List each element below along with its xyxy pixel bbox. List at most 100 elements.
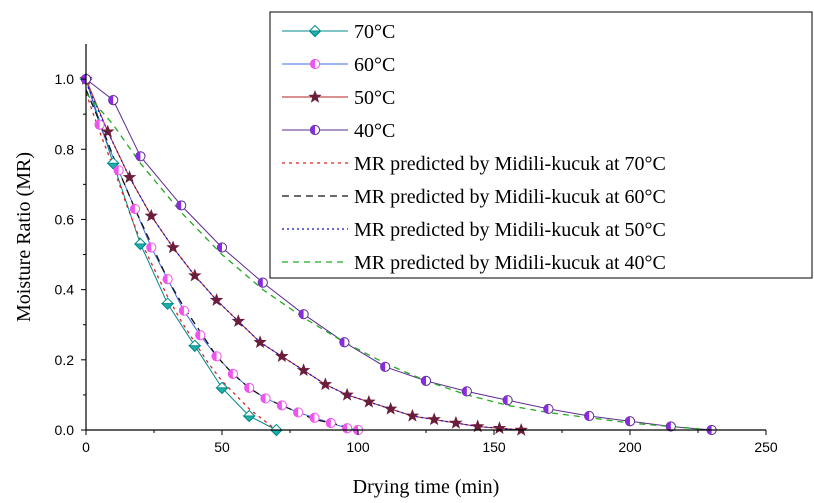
legend-box bbox=[269, 11, 813, 279]
legend-entry: MR predicted by Midili-kucuk at 70°C bbox=[282, 153, 666, 175]
data-point bbox=[342, 423, 353, 434]
legend-entry: 70°C bbox=[282, 21, 395, 43]
data-point bbox=[362, 394, 376, 408]
series-line bbox=[85, 78, 277, 431]
legend-entry: 40°C bbox=[282, 120, 395, 142]
y-tick-label: 0.8 bbox=[55, 141, 75, 157]
data-point bbox=[427, 412, 441, 426]
data-point bbox=[227, 368, 238, 379]
series-markers-0 bbox=[79, 72, 284, 437]
data-point bbox=[211, 351, 222, 362]
data-point bbox=[260, 393, 271, 404]
data-point bbox=[135, 151, 146, 162]
data-point bbox=[502, 395, 513, 406]
data-point bbox=[215, 381, 229, 395]
data-point bbox=[318, 377, 333, 391]
legend-label: MR predicted by Midili-kucuk at 40°C bbox=[354, 252, 666, 274]
series-line bbox=[85, 92, 277, 431]
legend-entry: 60°C bbox=[282, 54, 395, 76]
legend-label: 70°C bbox=[354, 21, 395, 43]
data-point bbox=[296, 363, 311, 377]
legend-label: MR predicted by Midili-kucuk at 60°C bbox=[354, 186, 666, 208]
series-line bbox=[85, 89, 359, 431]
data-point bbox=[166, 240, 180, 254]
series-markers-3 bbox=[80, 73, 717, 436]
data-point bbox=[298, 309, 309, 320]
data-point bbox=[133, 237, 148, 251]
y-axis-title: Moisture Ratio (MR) bbox=[13, 152, 35, 322]
data-point bbox=[309, 412, 320, 423]
data-point bbox=[340, 387, 354, 401]
data-point bbox=[339, 337, 350, 348]
x-tick-label: 0 bbox=[82, 439, 90, 455]
x-axis-title: Drying time (min) bbox=[353, 476, 500, 498]
data-point bbox=[624, 416, 636, 427]
x-tick-label: 50 bbox=[214, 439, 230, 455]
series-6 bbox=[85, 82, 522, 431]
data-point bbox=[449, 415, 463, 429]
x-tick-label: 150 bbox=[482, 439, 506, 455]
data-point bbox=[113, 165, 124, 176]
data-point bbox=[188, 268, 202, 282]
data-point bbox=[94, 119, 105, 130]
data-point bbox=[383, 401, 398, 415]
series-5 bbox=[85, 89, 359, 431]
data-point bbox=[129, 203, 141, 215]
series-0 bbox=[85, 78, 277, 431]
legend-label: MR predicted by Midili-kucuk at 50°C bbox=[354, 219, 666, 241]
legend-entry: MR predicted by Midili-kucuk at 40°C bbox=[282, 252, 666, 274]
legend-entry: MR predicted by Midili-kucuk at 60°C bbox=[282, 186, 666, 208]
series-line bbox=[85, 82, 522, 431]
data-point bbox=[195, 330, 206, 341]
legend-marker bbox=[308, 89, 322, 103]
data-point bbox=[665, 421, 676, 432]
legend-label: 50°C bbox=[354, 87, 395, 109]
data-point bbox=[162, 274, 173, 285]
data-point bbox=[420, 375, 432, 386]
data-point bbox=[257, 277, 268, 288]
y-tick-label: 1.0 bbox=[55, 71, 75, 87]
x-tick-label: 200 bbox=[618, 439, 642, 455]
data-point bbox=[101, 124, 115, 138]
data-point bbox=[253, 335, 267, 348]
legend-entry: MR predicted by Midili-kucuk at 50°C bbox=[282, 219, 666, 241]
legend-label: 40°C bbox=[354, 120, 395, 142]
data-point bbox=[461, 386, 472, 397]
y-tick-label: 0.0 bbox=[55, 422, 75, 438]
data-point bbox=[176, 200, 187, 211]
data-point bbox=[160, 297, 175, 310]
x-tick-label: 100 bbox=[346, 439, 370, 455]
data-point bbox=[144, 208, 158, 222]
legend-marker bbox=[309, 124, 321, 136]
y-tick-label: 0.4 bbox=[55, 282, 75, 298]
data-point bbox=[275, 349, 289, 363]
data-point bbox=[405, 408, 420, 422]
legend-marker bbox=[308, 24, 322, 38]
data-point bbox=[231, 314, 246, 327]
data-point bbox=[293, 407, 304, 418]
data-point bbox=[209, 293, 224, 306]
data-point bbox=[178, 305, 190, 316]
data-point bbox=[216, 242, 228, 253]
axes: 0 50 100 150 200 250 0.0 0.2 0.4 0.6 0.8 1.0 bbox=[55, 44, 778, 455]
data-point bbox=[108, 95, 119, 106]
data-point bbox=[244, 382, 255, 393]
y-tick-label: 0.6 bbox=[55, 211, 75, 227]
series-markers-2 bbox=[79, 72, 528, 436]
legend-label: MR predicted by Midili-kucuk at 70°C bbox=[354, 153, 666, 175]
data-point bbox=[146, 242, 157, 253]
legend-entry: 50°C bbox=[282, 87, 395, 109]
legend-label: 60°C bbox=[354, 54, 395, 76]
data-point bbox=[584, 410, 595, 422]
legend-marker bbox=[309, 58, 321, 70]
x-tick-label: 250 bbox=[754, 439, 778, 455]
data-point bbox=[470, 419, 485, 433]
data-point bbox=[122, 170, 137, 184]
data-point bbox=[325, 417, 336, 429]
data-point bbox=[188, 339, 202, 352]
data-point bbox=[380, 361, 391, 372]
data-point bbox=[543, 403, 554, 415]
y-tick-label: 0.2 bbox=[55, 352, 75, 368]
legend: 70°C 60°C 50°C 40°C MR predicted by Midili-k… bbox=[269, 11, 813, 279]
